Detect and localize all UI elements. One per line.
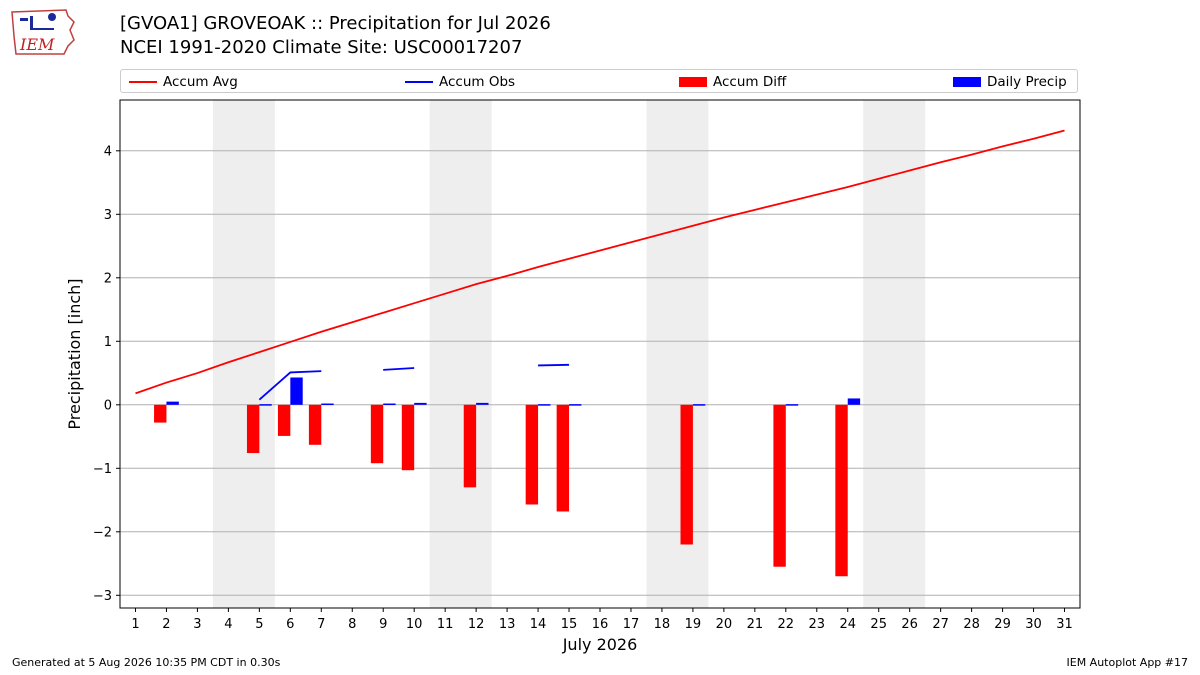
- weekend-shade: [646, 100, 709, 608]
- accum-diff-bar: [556, 404, 570, 512]
- y-tick-label: 4: [104, 144, 112, 159]
- x-tick-label: 14: [530, 617, 547, 632]
- accum-diff-bar: [401, 404, 415, 471]
- logo-text: IEM: [19, 35, 55, 54]
- lines-layer: [135, 129, 1065, 401]
- accum-diff-bar: [835, 404, 848, 577]
- x-tick-label: 6: [286, 617, 294, 632]
- daily-precip-bar: [476, 402, 489, 405]
- accum-diff-bar: [277, 404, 291, 436]
- x-tick-label: 12: [468, 617, 485, 632]
- x-tick-label: 28: [963, 617, 980, 632]
- x-tick-label: 19: [685, 617, 702, 632]
- legend-label-accum-obs: Accum Obs: [439, 74, 516, 90]
- accum-diff-bar: [680, 404, 693, 545]
- x-tick-label: 16: [592, 617, 609, 632]
- chart-title: [GVOA1] GROVEOAK :: Precipitation for Ju…: [120, 13, 551, 34]
- accum-diff-bar: [525, 404, 539, 505]
- daily-precip-bar: [538, 404, 551, 406]
- accum-diff-bar: [463, 404, 477, 488]
- accum-obs-line: [538, 363, 570, 367]
- y-tick-label: 1: [104, 335, 112, 350]
- app-credit: IEM Autoplot App #17: [1066, 656, 1189, 669]
- x-tick-label: 11: [437, 617, 454, 632]
- weekend-shade: [863, 100, 926, 608]
- daily-precip-bar: [383, 403, 396, 406]
- x-tick-label: 10: [406, 617, 423, 632]
- x-tick-label: 26: [901, 617, 918, 632]
- accum-diff-bar: [246, 404, 260, 454]
- weekend-shade: [212, 100, 275, 608]
- weekend-shade: [429, 100, 492, 608]
- y-axis-label: Precipitation [inch]: [65, 278, 84, 429]
- accum-diff-bar: [370, 404, 384, 464]
- legend-label-accum-avg: Accum Avg: [163, 74, 238, 90]
- accum-avg-line: [135, 129, 1065, 395]
- x-tick-label: 8: [348, 617, 356, 632]
- legend-swatch-accum-diff: [679, 77, 707, 87]
- y-tick-label: −1: [93, 462, 112, 477]
- x-tick-label: 30: [1025, 617, 1042, 632]
- x-tick-label: 24: [839, 617, 856, 632]
- x-tick-label: 18: [654, 617, 671, 632]
- accum-diff-bar: [308, 404, 322, 445]
- x-tick-label: 20: [716, 617, 733, 632]
- iem-logo: IEM: [8, 6, 80, 60]
- x-tick-label: 15: [561, 617, 578, 632]
- x-tick-label: 17: [623, 617, 640, 632]
- y-tick-label: −3: [93, 589, 112, 604]
- x-tick-label: 3: [193, 617, 201, 632]
- accum-obs-line: [383, 367, 415, 371]
- legend-label-accum-diff: Accum Diff: [713, 74, 787, 90]
- daily-precip-bar: [290, 377, 303, 405]
- y-tick-label: 0: [104, 398, 112, 413]
- generated-timestamp: Generated at 5 Aug 2026 10:35 PM CDT in …: [12, 656, 281, 669]
- x-tick-label: 25: [870, 617, 887, 632]
- daily-precip-bar: [259, 404, 272, 406]
- bars-layer: [154, 377, 861, 577]
- daily-precip-bar: [321, 403, 334, 406]
- x-tick-label: 7: [317, 617, 325, 632]
- accum-diff-bar: [773, 404, 786, 567]
- accum-diff-bar: [154, 404, 167, 423]
- x-tick-label: 29: [994, 617, 1011, 632]
- daily-precip-bar: [166, 401, 179, 405]
- accum-obs-line: [258, 370, 322, 401]
- x-tick-label: 5: [255, 617, 263, 632]
- y-tick-label: −2: [93, 525, 112, 540]
- x-tick-label: 21: [747, 617, 764, 632]
- x-tick-label: 13: [499, 617, 516, 632]
- daily-precip-bar: [414, 402, 427, 405]
- x-tick-label: 31: [1056, 617, 1073, 632]
- x-tick-label: 9: [379, 617, 387, 632]
- legend-swatch-daily-precip: [953, 77, 981, 87]
- x-tick-label: 2: [162, 617, 170, 632]
- daily-precip-bar: [692, 404, 706, 406]
- weekend-shading-layer: [212, 100, 926, 608]
- legend-swatch-accum-obs: [405, 81, 433, 83]
- legend-swatch-accum-avg: [129, 81, 157, 83]
- x-axis-label: July 2026: [562, 635, 638, 654]
- daily-precip-bar: [785, 404, 799, 406]
- daily-precip-bar: [569, 404, 582, 406]
- x-tick-label: 22: [778, 617, 795, 632]
- y-tick-label: 2: [104, 271, 112, 286]
- legend-label-daily-precip: Daily Precip: [987, 74, 1067, 90]
- chart-legend: Accum Avg Accum Obs Accum Diff Daily Pre…: [120, 69, 1078, 93]
- x-tick-label: 4: [224, 617, 232, 632]
- x-tick-label: 27: [932, 617, 949, 632]
- x-tick-label: 23: [809, 617, 826, 632]
- chart-subtitle: NCEI 1991-2020 Climate Site: USC00017207: [120, 37, 523, 58]
- daily-precip-bar: [847, 398, 861, 405]
- y-tick-label: 3: [104, 208, 112, 223]
- x-tick-label: 1: [131, 617, 139, 632]
